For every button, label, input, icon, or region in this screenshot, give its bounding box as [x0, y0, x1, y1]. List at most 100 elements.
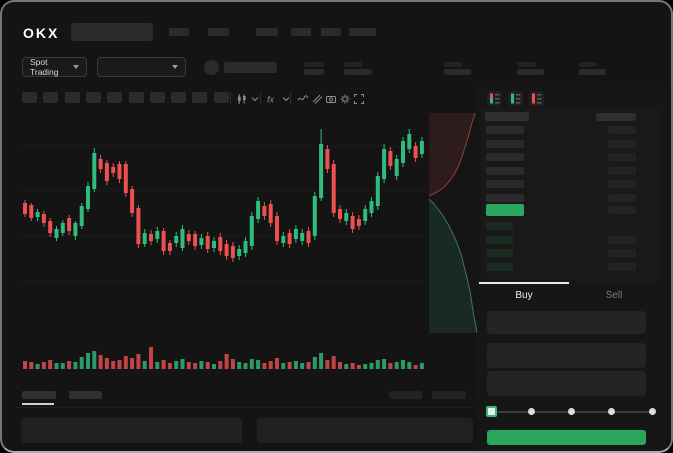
stat-value-skeleton	[444, 69, 471, 75]
tab-buy[interactable]: Buy	[515, 290, 533, 301]
pair-dropdown[interactable]	[97, 57, 186, 77]
candlestick-chart[interactable]	[21, 111, 427, 373]
order-form-field-skeleton[interactable]	[487, 311, 646, 334]
toolbar-divider	[290, 92, 291, 104]
ob-amount-skeleton	[608, 206, 636, 214]
ask-row[interactable]	[481, 153, 659, 163]
timeframe-button-skeleton[interactable]	[64, 92, 80, 103]
bid-amount-skeleton	[608, 262, 636, 271]
camera-icon[interactable]	[325, 92, 337, 104]
chevron-down-icon[interactable]	[280, 92, 292, 104]
bid-price-skeleton	[486, 262, 513, 271]
bid-row[interactable]	[481, 235, 659, 246]
timeframe-button-skeleton[interactable]	[107, 92, 123, 103]
bid-row[interactable]	[481, 249, 659, 259]
indicators-icon[interactable]: fx	[266, 92, 278, 105]
ask-amount-skeleton	[608, 126, 636, 134]
stat-label-skeleton	[304, 62, 324, 67]
stat-value-skeleton	[579, 69, 606, 75]
bid-row[interactable]	[481, 262, 659, 273]
slider-stop-dot[interactable]	[608, 408, 615, 415]
ask-amount-skeleton	[608, 153, 636, 162]
fullscreen-icon[interactable]	[353, 92, 365, 104]
buy-submit-button[interactable]	[487, 430, 646, 445]
split-book-icon[interactable]	[487, 91, 502, 106]
ask-price-skeleton	[486, 153, 524, 162]
timeframe-button-skeleton[interactable]	[128, 92, 144, 103]
bottom-action-skeleton[interactable]	[389, 391, 422, 399]
measure-icon[interactable]	[311, 92, 323, 104]
tab-sell[interactable]: Sell	[605, 290, 623, 301]
ob-header-price-skeleton	[485, 112, 529, 121]
order-form-field-skeleton[interactable]	[487, 343, 646, 368]
ask-price-skeleton	[486, 180, 524, 189]
ask-price-skeleton	[486, 139, 524, 148]
price-skeleton	[224, 62, 277, 73]
timeframe-button-skeleton[interactable]	[85, 92, 101, 103]
bottom-tab-skeleton[interactable]	[22, 391, 56, 399]
timeframe-button-skeleton[interactable]	[43, 92, 59, 103]
bid-amount-skeleton	[608, 235, 636, 244]
stat-value-skeleton	[517, 69, 544, 75]
nav-item-skeleton[interactable]	[256, 28, 278, 36]
ask-price-skeleton	[486, 166, 524, 175]
ask-amount-skeleton	[608, 139, 636, 148]
bottom-active-tab-indicator	[22, 403, 54, 405]
timeframe-button-skeleton[interactable]	[149, 92, 165, 103]
bottom-tab-skeleton[interactable]	[69, 391, 102, 399]
timeframe-button-skeleton[interactable]	[192, 92, 208, 103]
ask-amount-skeleton	[608, 194, 636, 202]
bid-row[interactable]	[481, 222, 659, 232]
ask-price-skeleton	[486, 126, 524, 134]
timeframe-button-skeleton[interactable]	[171, 92, 187, 103]
candle-type-icon[interactable]	[236, 92, 248, 104]
toolbar-divider	[260, 92, 261, 104]
ask-row[interactable]	[481, 194, 659, 204]
timeframe-button-skeleton[interactable]	[213, 92, 229, 103]
nav-item-skeleton[interactable]	[208, 28, 229, 36]
nav-item-skeleton[interactable]	[291, 28, 311, 36]
ask-row[interactable]	[481, 126, 659, 136]
bid-price-skeleton	[486, 222, 513, 230]
stat-label-skeleton	[579, 62, 597, 67]
bids-book-icon[interactable]	[508, 91, 523, 106]
toolbar-divider	[230, 92, 231, 104]
order-form-field-skeleton[interactable]	[487, 371, 646, 396]
chevron-down-icon[interactable]	[249, 92, 261, 104]
stat-value-skeleton	[304, 69, 324, 75]
line-wave-icon[interactable]	[297, 92, 309, 104]
chevron-down-icon	[73, 65, 79, 69]
market-type-dropdown[interactable]: Spot Trading	[22, 57, 87, 77]
ob-header-amount-skeleton	[596, 113, 636, 121]
ask-row[interactable]	[481, 139, 659, 150]
stat-label-skeleton	[517, 62, 536, 67]
slider-stop-dot[interactable]	[649, 408, 656, 415]
timeframe-button-skeleton[interactable]	[22, 92, 37, 103]
chevron-down-icon	[172, 65, 178, 69]
slider-stop-dot[interactable]	[568, 408, 575, 415]
asks-book-icon[interactable]	[529, 91, 544, 106]
ask-price-skeleton	[486, 194, 524, 202]
ask-row[interactable]	[481, 166, 659, 177]
stat-value-skeleton	[344, 69, 372, 75]
ask-row[interactable]	[481, 180, 659, 190]
bottom-action-skeleton[interactable]	[432, 391, 466, 399]
ask-amount-skeleton	[608, 166, 636, 175]
slider-handle[interactable]	[486, 406, 497, 417]
nav-item-skeleton[interactable]	[321, 28, 341, 36]
nav-item-skeleton[interactable]	[169, 28, 189, 36]
market-type-label: Spot Trading	[30, 57, 59, 77]
bid-price-skeleton	[486, 235, 513, 244]
svg-text:fx: fx	[267, 95, 275, 105]
active-tab-indicator	[479, 282, 569, 284]
slider-stop-dot[interactable]	[528, 408, 535, 415]
okx-logo[interactable]: OKX	[23, 25, 60, 41]
last-price-bar[interactable]	[486, 204, 524, 216]
settings-icon[interactable]	[339, 92, 351, 104]
amount-slider[interactable]	[486, 403, 657, 421]
depth-chart[interactable]	[428, 112, 479, 334]
nav-item-skeleton[interactable]	[349, 28, 376, 36]
bid-price-skeleton	[486, 249, 513, 257]
